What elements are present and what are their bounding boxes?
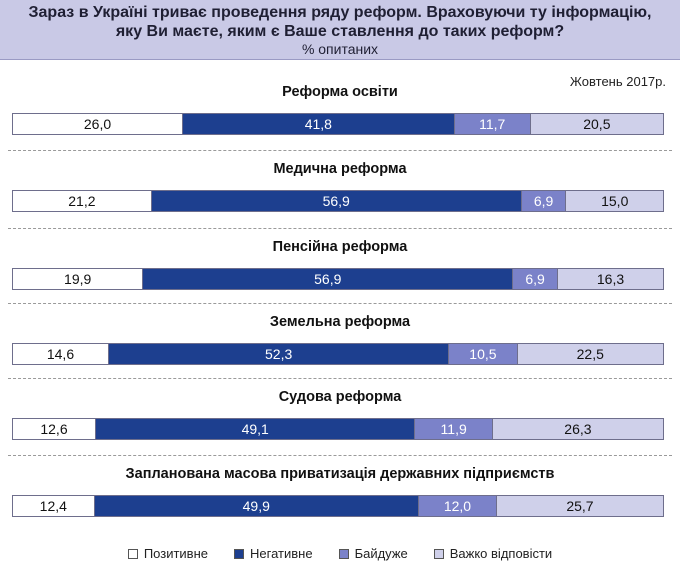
stacked-bar-6: 12,4 49,9 12,0 25,7 [12,495,664,517]
bar-segment-indifferent: 12,0 [417,496,496,516]
bar-segment-hard-to-answer: 22,5 [516,344,663,364]
reform-title-3: Пенсійна реформа [272,239,408,255]
reform-title-5: Судова реформа [278,389,402,405]
stacked-bar-4: 14,6 52,3 10,5 22,5 [12,343,664,365]
stacked-bar-2: 21,2 56,9 6,9 15,0 [12,190,664,212]
legend-swatch-negative [234,548,244,559]
bar-segment-hard-to-answer: 20,5 [529,114,663,134]
bar-segment-positive: 26,0 [13,114,182,134]
bar-segment-negative: 56,9 [150,191,521,211]
legend-swatch-hard-to-answer [433,548,444,559]
bar-segment-negative: 49,1 [94,419,415,439]
chart-title-line-2: яку Ви маєте, яким є Ваше ставлення до т… [115,23,565,40]
bar-segment-hard-to-answer: 26,3 [491,419,663,439]
bar-segment-negative: 56,9 [142,269,513,289]
row-separator [8,455,672,456]
chart-title-line-1: Зараз в Україні триває проведення ряду р… [28,4,652,21]
row-separator [8,303,672,304]
bar-segment-indifferent: 6,9 [512,269,558,289]
row-separator [8,150,672,151]
bar-segment-positive: 12,6 [13,419,95,439]
reform-title-2: Медична реформа [273,161,407,177]
legend-swatch-indifferent [338,548,349,559]
legend-item-hard-to-answer: Важко відповісти [433,546,553,561]
row-separator [8,228,672,229]
stacked-bar-3: 19,9 56,9 6,9 16,3 [12,268,664,290]
bar-segment-negative: 52,3 [107,344,449,364]
legend-item-positive: Позитивне [127,546,208,561]
bar-segment-positive: 19,9 [13,269,143,289]
legend-label-hard-to-answer: Важко відповісти [449,546,553,561]
bar-segment-hard-to-answer: 25,7 [495,496,663,516]
bar-segment-indifferent: 11,9 [414,419,492,439]
bar-segment-positive: 21,2 [13,191,151,211]
survey-date: Жовтень 2017р. [569,74,666,89]
chart-header: Зараз в Україні триває проведення ряду р… [0,0,680,60]
legend-item-negative: Негативне [234,546,313,561]
bar-segment-indifferent: 10,5 [448,344,517,364]
legend-label-indifferent: Байдуже [354,546,408,561]
bar-segment-positive: 14,6 [13,344,108,364]
stacked-bar-1: 26,0 41,8 11,7 20,5 [12,113,664,135]
bar-segment-negative: 49,9 [93,496,418,516]
bar-segment-indifferent: 6,9 [520,191,566,211]
legend-swatch-positive [127,548,138,559]
bar-segment-hard-to-answer: 16,3 [557,269,663,289]
stacked-bar-5: 12,6 49,1 11,9 26,3 [12,418,664,440]
legend-item-indifferent: Байдуже [338,546,408,561]
chart-legend: Позитивне Негативне Байдуже Важко відпов… [0,546,680,561]
bar-segment-hard-to-answer: 15,0 [565,191,663,211]
bar-segment-positive: 12,4 [13,496,94,516]
reform-title-4: Земельна реформа [269,314,411,330]
legend-label-positive: Позитивне [143,546,208,561]
bar-segment-negative: 41,8 [182,114,454,134]
legend-label-negative: Негативне [250,546,313,561]
row-separator [8,378,672,379]
reform-title-6: Запланована масова приватизація державни… [125,466,555,482]
reform-title-1: Реформа освіти [282,84,398,100]
bar-segment-indifferent: 11,7 [453,114,530,134]
chart-subtitle: % опитаних [301,41,379,57]
